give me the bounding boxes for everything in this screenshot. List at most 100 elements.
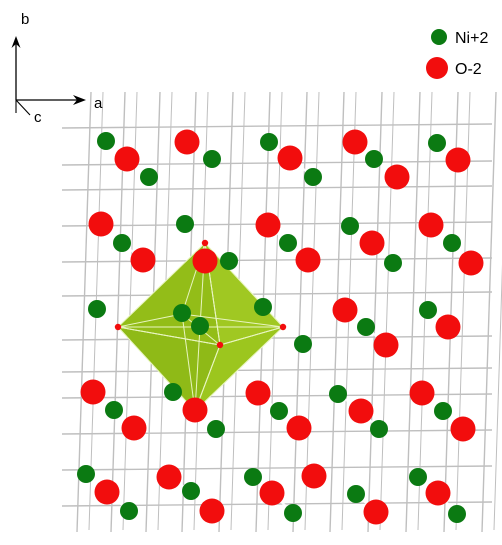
grid-line-vertical xyxy=(493,264,502,531)
o-atom xyxy=(174,129,200,155)
grid-line-horizontal xyxy=(61,465,493,471)
ni-atom xyxy=(443,234,461,252)
ni-atom xyxy=(370,420,388,438)
legend-ni-label: Ni+2 xyxy=(455,30,488,47)
ni-atom xyxy=(203,150,221,168)
c-axis-line xyxy=(15,99,31,116)
o-atom xyxy=(255,212,281,238)
grid-line-vertical xyxy=(405,91,421,533)
ni-atom xyxy=(347,485,365,503)
grid-line-vertical xyxy=(304,91,320,531)
o-atom xyxy=(301,463,327,489)
ni-atom xyxy=(140,168,158,186)
ni-atom xyxy=(207,420,225,438)
ni-atom xyxy=(182,482,200,500)
ni-atom xyxy=(260,133,278,151)
ni-atom xyxy=(448,505,466,523)
axis-triad: b a c xyxy=(11,11,103,126)
o-atom xyxy=(445,147,471,173)
o-atom xyxy=(80,379,106,405)
legend-ni-swatch xyxy=(431,29,447,45)
o-atom xyxy=(450,416,476,442)
o-atom xyxy=(332,297,358,323)
o-atom xyxy=(130,247,156,273)
o-atom xyxy=(295,247,321,273)
grid-line-horizontal xyxy=(61,123,493,129)
octahedron-edge xyxy=(117,313,183,328)
ni-atom xyxy=(341,217,359,235)
o-atom xyxy=(363,499,389,525)
octahedron-edge xyxy=(181,313,284,328)
octahedron-vertex-o xyxy=(279,323,287,331)
o-atom xyxy=(425,480,451,506)
ni-atom xyxy=(279,234,297,252)
ni-atom xyxy=(434,402,452,420)
o-atom xyxy=(359,230,385,256)
o-atom xyxy=(458,250,484,276)
octahedron-vertex-o xyxy=(201,239,209,247)
o-atom xyxy=(114,146,140,172)
octahedron-edge xyxy=(181,313,196,412)
octahedron-edge xyxy=(219,326,284,346)
a-axis-arrow-icon xyxy=(73,95,86,105)
o-atom xyxy=(88,211,114,237)
ni-atom xyxy=(384,254,402,272)
ni-atom xyxy=(419,301,437,319)
o-atom xyxy=(259,480,285,506)
o-atom xyxy=(348,398,374,424)
o-atom xyxy=(192,248,218,274)
o-atom xyxy=(342,129,368,155)
octahedron-vertex-o xyxy=(216,341,224,349)
c-axis-label: c xyxy=(34,109,42,126)
ni-atom xyxy=(164,383,182,401)
ni-atom xyxy=(120,502,138,520)
o-atom xyxy=(435,314,461,340)
octahedron-edge xyxy=(117,326,221,346)
b-axis-label: b xyxy=(21,11,29,28)
ni-atom xyxy=(113,234,131,252)
ni-atom xyxy=(329,385,347,403)
octahedron-vertex-o xyxy=(114,323,122,331)
grid-line-vertical xyxy=(481,91,497,533)
o-atom xyxy=(156,464,182,490)
legend-o-label: O-2 xyxy=(455,61,482,78)
central-ni-atom xyxy=(191,317,209,335)
ni-atom xyxy=(105,401,123,419)
grid-line-horizontal xyxy=(61,291,493,297)
ni-atom xyxy=(254,298,272,316)
ni-atom xyxy=(409,468,427,486)
ni-atom xyxy=(284,504,302,522)
ni-atom xyxy=(428,134,446,152)
grid-line-vertical xyxy=(379,91,395,531)
grid-line-vertical xyxy=(292,91,308,533)
grid-line-horizontal xyxy=(61,185,493,191)
o-atom xyxy=(277,145,303,171)
atoms xyxy=(77,129,484,525)
o-atom xyxy=(121,415,147,441)
o-atom xyxy=(94,479,120,505)
ni-atom xyxy=(173,304,191,322)
ni-atom xyxy=(294,335,312,353)
grid-line-horizontal xyxy=(61,367,493,373)
a-axis-label: a xyxy=(94,95,103,112)
o-atom xyxy=(373,332,399,358)
o-atom xyxy=(409,380,435,406)
ni-atom xyxy=(304,168,322,186)
ni-atom xyxy=(270,402,288,420)
ni-atom xyxy=(77,465,95,483)
ni-atom xyxy=(244,468,262,486)
o-atom xyxy=(384,164,410,190)
ni-atom xyxy=(365,150,383,168)
o-atom xyxy=(286,415,312,441)
o-atom xyxy=(245,380,271,406)
o-atom xyxy=(182,397,208,423)
o-atom xyxy=(199,498,225,524)
legend-o-swatch xyxy=(426,57,448,79)
ni-atom xyxy=(97,132,115,150)
ni-atom xyxy=(220,252,238,270)
ni-atom xyxy=(88,300,106,318)
b-axis-arrow-icon xyxy=(11,36,21,48)
ni-atom xyxy=(357,318,375,336)
o-atom xyxy=(418,212,444,238)
